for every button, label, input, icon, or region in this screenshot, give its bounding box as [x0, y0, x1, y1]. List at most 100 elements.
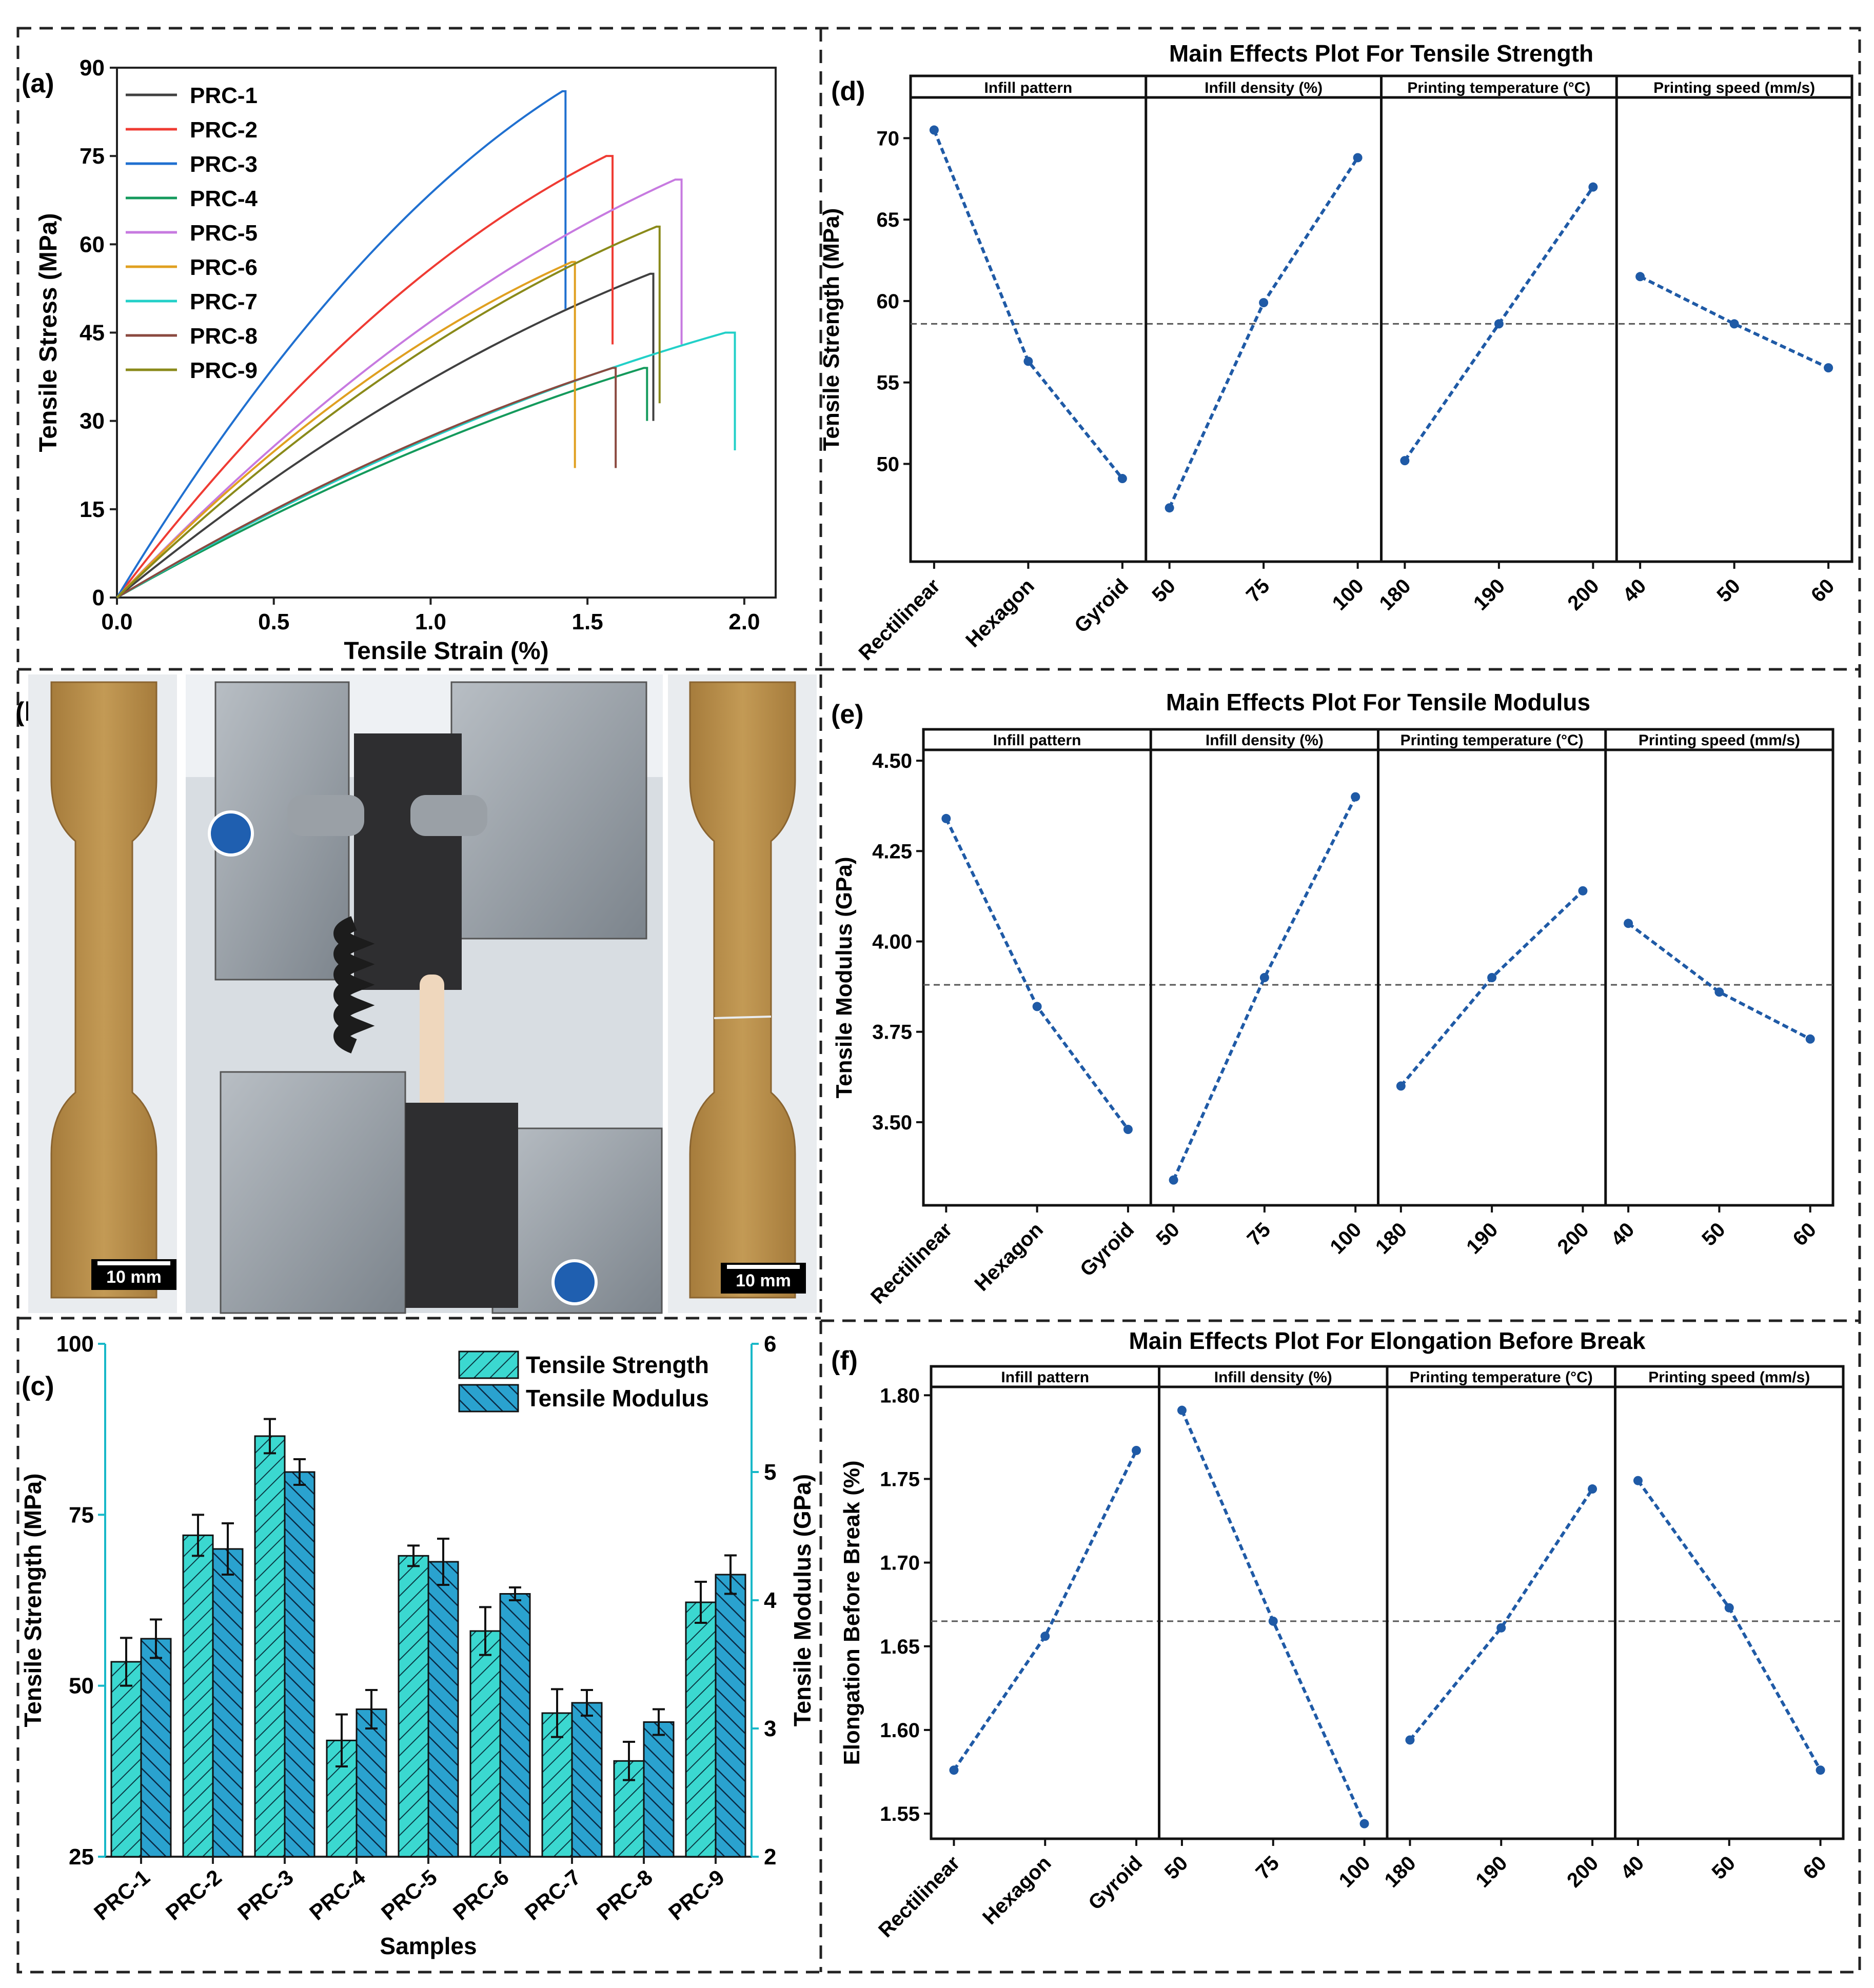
data-point — [1351, 792, 1360, 802]
bar-strength — [110, 1661, 142, 1858]
main-effect-line — [933, 129, 1124, 480]
y-axis-label: Tensile Stress (MPa) — [35, 213, 62, 452]
y-tick-label: 45 — [80, 321, 105, 346]
facet-label: Printing temperature (°C) — [1410, 1369, 1593, 1386]
y-tick-label: 55 — [877, 372, 900, 394]
data-point — [1724, 1603, 1734, 1613]
facet-label: Infill pattern — [1001, 1369, 1089, 1386]
series-line-prc-3 — [116, 90, 567, 599]
data-point — [1578, 886, 1588, 896]
facet-label: Infill density (%) — [1205, 79, 1323, 96]
scale-bar-label: 10 mm — [106, 1267, 162, 1287]
x-tick-label: PRC-1 — [89, 1865, 154, 1925]
bar-strength — [182, 1534, 214, 1858]
x-tick-label: 75 — [1243, 1218, 1275, 1250]
main-effect-line — [944, 818, 1130, 1130]
x-tick-label: 75 — [1252, 1852, 1284, 1884]
main-effect-line — [1639, 275, 1829, 369]
y-tick-label: 1.55 — [880, 1803, 920, 1825]
legend-label: PRC-5 — [190, 221, 258, 246]
x-axis-label: Tensile Strain (%) — [344, 638, 548, 665]
y-tick-label: 4.25 — [872, 840, 912, 863]
panel-label-d: (d) — [831, 76, 865, 106]
data-point — [1032, 1002, 1042, 1011]
data-point — [1165, 503, 1174, 513]
panel-label-c: (c) — [22, 1371, 54, 1401]
y-axis-label: Tensile Strength (MPa) — [819, 208, 844, 451]
x-tick-label: 40 — [1616, 1852, 1649, 1884]
data-point — [1805, 1034, 1815, 1044]
series-line-prc-9 — [116, 225, 661, 599]
legend-label: PRC-7 — [190, 289, 258, 314]
data-point — [941, 813, 951, 823]
panel-label-e: (e) — [831, 700, 864, 729]
scale-bar-line — [727, 1265, 800, 1269]
facet-label: Infill density (%) — [1206, 732, 1324, 749]
data-point — [1400, 456, 1410, 466]
facet-label: Printing speed (mm/s) — [1639, 732, 1800, 749]
x-tick-label: 100 — [1335, 1852, 1375, 1892]
x-tick-label: Rectilinear — [866, 1218, 957, 1308]
data-point — [1117, 474, 1127, 484]
data-point — [1359, 1819, 1369, 1828]
x-tick-label: 100 — [1326, 1218, 1366, 1258]
x-tick-label: Gyroid — [1084, 1852, 1147, 1914]
series-line-prc-1 — [116, 272, 655, 599]
x-tick-label: 200 — [1553, 1218, 1593, 1258]
y-tick-label: 1.80 — [880, 1384, 920, 1407]
data-point — [1040, 1632, 1050, 1641]
x-tick-label: 0.0 — [101, 609, 132, 634]
x-tick-label: 200 — [1563, 574, 1603, 614]
data-point — [1132, 1445, 1141, 1455]
legend-label: Tensile Strength — [526, 1351, 709, 1378]
x-axis-label: Samples — [380, 1933, 477, 1959]
series-line-prc-8 — [116, 367, 617, 599]
series-line-prc-4 — [116, 367, 648, 599]
y-tick-label-left: 100 — [56, 1331, 94, 1357]
x-tick-label: 2.0 — [728, 609, 760, 634]
x-tick-label: 60 — [1788, 1218, 1821, 1250]
facet-label: Printing speed (mm/s) — [1653, 79, 1815, 96]
data-point — [1494, 319, 1504, 329]
y-tick-label-right: 6 — [764, 1331, 776, 1357]
x-tick-label: 50 — [1708, 1852, 1740, 1884]
legend-label: Tensile Modulus — [526, 1385, 709, 1412]
data-point — [1268, 1616, 1278, 1626]
facet-label: Infill pattern — [993, 732, 1081, 749]
y-tick-label: 1.75 — [880, 1468, 920, 1490]
legend-swatch — [458, 1384, 519, 1413]
legend-label: PRC-2 — [190, 117, 258, 143]
data-point — [929, 125, 939, 135]
data-point — [1624, 919, 1633, 928]
x-tick-label: 40 — [1619, 574, 1651, 607]
x-tick-label: PRC-7 — [520, 1865, 585, 1925]
y-tick-label: 60 — [80, 232, 105, 257]
bar-modulus — [284, 1471, 315, 1858]
panel-label-a: (a) — [22, 69, 54, 98]
x-tick-label: Hexagon — [961, 574, 1039, 652]
data-point — [1259, 973, 1269, 982]
data-point — [1635, 272, 1645, 282]
main-effect-line — [1172, 796, 1357, 1181]
x-tick-label: 60 — [1799, 1852, 1831, 1884]
chart-main-effects-modulus: Main Effects Plot For Tensile Modulus 3.5… — [832, 689, 1834, 1308]
x-tick-label: PRC-4 — [305, 1864, 370, 1924]
data-point — [1816, 1765, 1825, 1775]
x-tick-label: PRC-6 — [448, 1865, 514, 1925]
bar-modulus — [212, 1548, 244, 1858]
x-tick-label: 50 — [1698, 1218, 1730, 1250]
x-tick-label: 75 — [1242, 574, 1274, 607]
legend-label: PRC-4 — [190, 186, 258, 211]
panel-frame — [16, 27, 1861, 1974]
photo-tensile-machine — [186, 674, 663, 1314]
x-tick-label: 50 — [1148, 574, 1180, 607]
bar-strength — [685, 1601, 717, 1858]
y-tick-label-left: 25 — [69, 1844, 94, 1870]
facet-label: Printing temperature (°C) — [1400, 732, 1584, 749]
facet-label: Printing speed (mm/s) — [1648, 1369, 1810, 1386]
series-line-prc-7 — [116, 331, 736, 599]
bar-modulus — [643, 1721, 675, 1858]
legend-label: PRC-3 — [190, 152, 258, 177]
y-axis-label: Tensile Modulus (GPa) — [832, 857, 857, 1098]
data-point — [1405, 1735, 1415, 1745]
